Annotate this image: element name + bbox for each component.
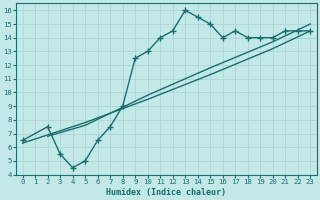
X-axis label: Humidex (Indice chaleur): Humidex (Indice chaleur) <box>107 188 227 197</box>
